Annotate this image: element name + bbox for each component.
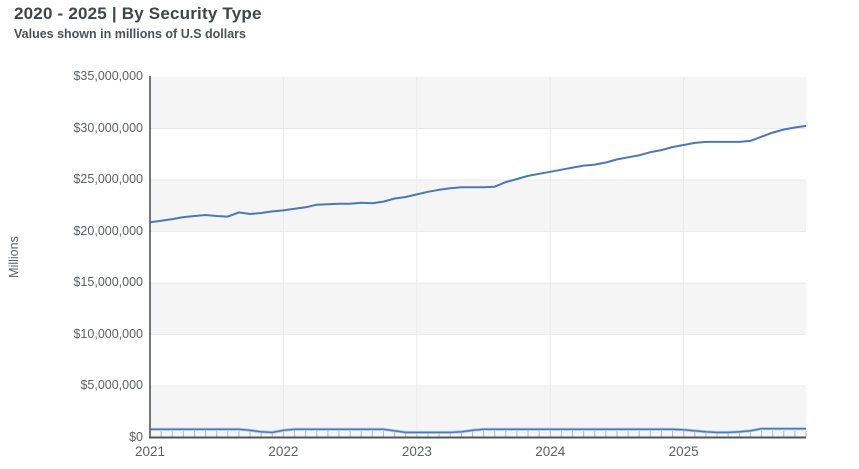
plot-band xyxy=(150,77,806,129)
plot-band xyxy=(150,231,806,283)
y-tick-label: $25,000,000 xyxy=(73,172,143,186)
y-tick-label: $15,000,000 xyxy=(73,275,143,289)
y-tick-label: $20,000,000 xyxy=(73,223,143,238)
plot-band xyxy=(150,180,806,232)
x-tick-label: 2024 xyxy=(535,444,566,459)
y-tick-label: $30,000,000 xyxy=(73,120,143,135)
x-tick-label: 2023 xyxy=(401,444,432,459)
plot-band xyxy=(150,283,806,335)
chart-subtitle: Values shown in millions of U.S dollars xyxy=(14,27,246,41)
near-zero-series-line xyxy=(150,428,806,434)
y-tick-label: $35,000,000 xyxy=(73,69,143,83)
y-tick-label: $10,000,000 xyxy=(73,326,143,341)
x-tick-label: 2022 xyxy=(268,444,299,459)
plot-band xyxy=(150,334,806,386)
y-tick-label: $5,000,000 xyxy=(80,378,143,392)
y-tick-label: $0 xyxy=(129,429,143,444)
x-tick-label: 2025 xyxy=(668,444,699,459)
upper-series-line xyxy=(149,124,807,224)
chart-title: 2020 - 2025 | By Security Type xyxy=(14,4,262,23)
plot-band xyxy=(150,128,806,180)
x-tick-label: 2021 xyxy=(134,444,166,459)
